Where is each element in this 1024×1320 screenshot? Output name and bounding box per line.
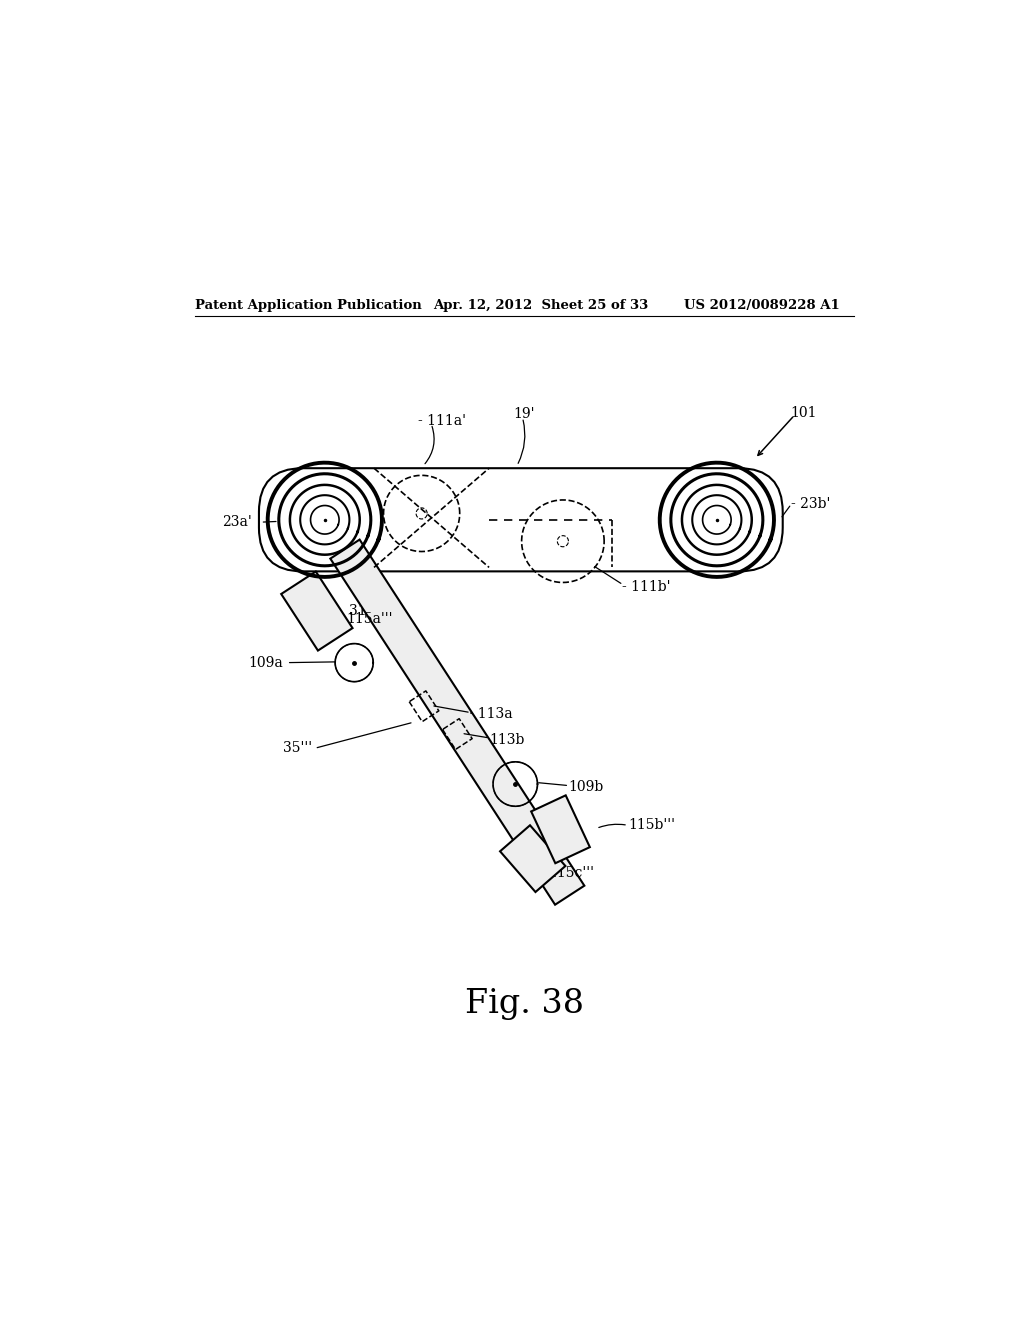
Text: 19': 19' <box>513 408 535 421</box>
Text: 31a': 31a' <box>348 605 379 618</box>
Text: 101: 101 <box>791 405 817 420</box>
Text: - 23b': - 23b' <box>791 496 830 511</box>
Text: Patent Application Publication: Patent Application Publication <box>196 300 422 312</box>
Text: 115b''': 115b''' <box>628 818 675 833</box>
Polygon shape <box>531 796 590 863</box>
Polygon shape <box>500 825 565 892</box>
Text: 109b: 109b <box>568 780 604 795</box>
FancyBboxPatch shape <box>259 469 782 572</box>
Text: 23a': 23a' <box>221 515 252 529</box>
Text: · 113a: · 113a <box>469 708 513 721</box>
Text: Apr. 12, 2012  Sheet 25 of 33: Apr. 12, 2012 Sheet 25 of 33 <box>433 300 649 312</box>
Text: 35''': 35''' <box>283 742 312 755</box>
Text: US 2012/0089228 A1: US 2012/0089228 A1 <box>684 300 840 312</box>
Text: 115a''': 115a''' <box>346 612 393 626</box>
Text: 113b: 113b <box>489 733 524 747</box>
Text: 115c''': 115c''' <box>549 866 595 880</box>
Text: - 111b': - 111b' <box>623 581 671 594</box>
Text: 109a: 109a <box>249 656 284 669</box>
Polygon shape <box>331 540 585 904</box>
Text: - 111a': - 111a' <box>418 413 466 428</box>
Polygon shape <box>282 572 352 651</box>
Text: Fig. 38: Fig. 38 <box>465 987 585 1020</box>
